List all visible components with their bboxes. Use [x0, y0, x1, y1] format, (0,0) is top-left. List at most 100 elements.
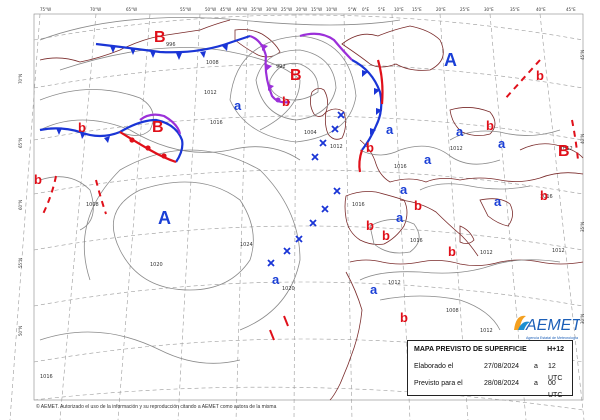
lon-label: 45°E	[566, 7, 576, 12]
isobar-label: 1008	[86, 202, 99, 208]
isobar-label: 1012	[330, 144, 343, 150]
pressure-centers: A A B B B B b b b b b b b b b b b b a a …	[34, 29, 570, 325]
logo-subtitle: Agencia Estatal de Meteorología	[526, 336, 578, 340]
low-pressure-center: b	[366, 140, 374, 155]
trough-line	[503, 59, 541, 101]
lon-label: 35°W	[251, 7, 262, 12]
high-pressure-center: a	[400, 182, 408, 197]
lon-label: 25°W	[281, 7, 292, 12]
isobar-label: 1012	[560, 146, 573, 152]
lon-label: 40°E	[536, 7, 546, 12]
lon-label: 35°E	[510, 7, 520, 12]
lat-label: 55°N	[18, 258, 23, 268]
lon-label: 45°W	[220, 7, 231, 12]
coastlines	[39, 19, 584, 401]
lat-label: 40°N	[580, 134, 585, 144]
cold-front	[95, 34, 251, 54]
isobar-label: 1008	[446, 308, 459, 314]
low-pressure-center: b	[414, 198, 422, 213]
warm-front	[376, 59, 384, 105]
high-pressure-center: a	[234, 98, 242, 113]
low-pressure-center: b	[382, 228, 390, 243]
info-row-sep: a	[534, 380, 538, 387]
isobar-label: 992	[276, 64, 286, 70]
lon-label: 5°E	[378, 7, 386, 12]
lat-label: 65°N	[18, 138, 23, 148]
trough-line	[571, 119, 579, 161]
isobar-label: 1004	[304, 130, 317, 136]
isobar-label: 1012	[204, 90, 217, 96]
lon-label: 5°W	[348, 7, 357, 12]
isobar-label: 1012	[552, 248, 565, 254]
isobar-label: 1020	[282, 286, 295, 292]
low-pressure-center: b	[540, 188, 548, 203]
occluded-front	[299, 32, 353, 61]
low-pressure-center: b	[34, 172, 42, 187]
high-pressure-center: A	[444, 50, 457, 70]
cold-front	[39, 118, 184, 163]
low-pressure-center: b	[448, 244, 456, 259]
forecast-info-panel: MAPA PREVISTO DE SUPERFICIE H+12 Elabora…	[407, 340, 573, 399]
low-pressure-center: b	[536, 68, 544, 83]
isobar-label: 1016	[210, 120, 223, 126]
cold-front-teeth	[362, 70, 382, 135]
lon-label: 30°W	[266, 7, 277, 12]
trough-line	[41, 175, 57, 217]
info-row-time: 12 UTC	[548, 363, 563, 382]
aemet-logo-mark: AEMET Agencia Estatal de Meteorología	[514, 315, 582, 340]
lon-label: 15°W	[311, 7, 322, 12]
cold-front-teeth	[110, 44, 228, 60]
lon-label: 0°E	[362, 7, 370, 12]
lon-label: 75°W	[40, 7, 51, 12]
lat-label: 70°N	[18, 74, 23, 84]
isobar-label: 1016	[394, 164, 407, 170]
high-pressure-center: a	[396, 210, 404, 225]
isobars	[39, 17, 561, 364]
high-pressure-center: a	[424, 152, 432, 167]
lon-label: 70°W	[90, 7, 101, 12]
info-row-date: 28/08/2024	[484, 380, 520, 387]
occluded-front	[139, 113, 182, 135]
isobar-label: 1024	[240, 242, 253, 248]
high-pressure-center: a	[494, 194, 502, 209]
info-row-valid: Previsto para el 28/08/2024 a 00 UTC	[414, 378, 568, 399]
lat-label: 35°N	[580, 222, 585, 232]
high-pressure-center: a	[498, 136, 506, 151]
lon-label: 25°E	[460, 7, 470, 12]
info-row-sep: a	[534, 363, 538, 370]
low-pressure-center: b	[400, 310, 408, 325]
occluded-front-symbols	[262, 44, 281, 103]
low-pressure-center: B	[558, 143, 570, 160]
warm-front-semicircles	[129, 137, 167, 159]
cold-front	[351, 59, 383, 151]
high-pressure-center: a	[272, 272, 280, 287]
weak-front-crosses	[267, 111, 345, 267]
trough-line	[283, 315, 289, 327]
forecast-step: H+12	[547, 346, 564, 353]
high-pressure-center: a	[370, 282, 378, 297]
low-pressure-center: b	[78, 120, 86, 135]
lon-label: 20°E	[436, 7, 446, 12]
lon-label: 10°E	[394, 7, 404, 12]
isobar-label: 1020	[150, 262, 163, 268]
lon-label: 30°E	[484, 7, 494, 12]
info-row-label: Previsto para el	[414, 380, 463, 387]
isobar-label: 1012	[480, 328, 493, 334]
low-pressure-center: B	[290, 67, 302, 84]
fronts	[39, 32, 579, 341]
high-pressure-center: a	[386, 122, 394, 137]
info-title: MAPA PREVISTO DE SUPERFICIE	[414, 346, 527, 353]
lat-label: 50°N	[18, 326, 23, 336]
lon-label: 50°W	[205, 7, 216, 12]
isobar-label: 1016	[40, 374, 53, 380]
side-latitude-labels: 70°N 65°N 60°N 55°N 50°N 45°N 40°N 35°N …	[18, 50, 585, 336]
lat-label: 60°N	[18, 200, 23, 210]
isobar-label: 1012	[450, 146, 463, 152]
cold-front-teeth	[56, 128, 110, 143]
isobar-label: 1012	[388, 280, 401, 286]
high-pressure-center: a	[456, 124, 464, 139]
lat-label: 30°N	[580, 314, 585, 324]
lon-label: 55°W	[180, 7, 191, 12]
low-pressure-center: b	[486, 118, 494, 133]
isobar-label: 1016	[410, 238, 423, 244]
